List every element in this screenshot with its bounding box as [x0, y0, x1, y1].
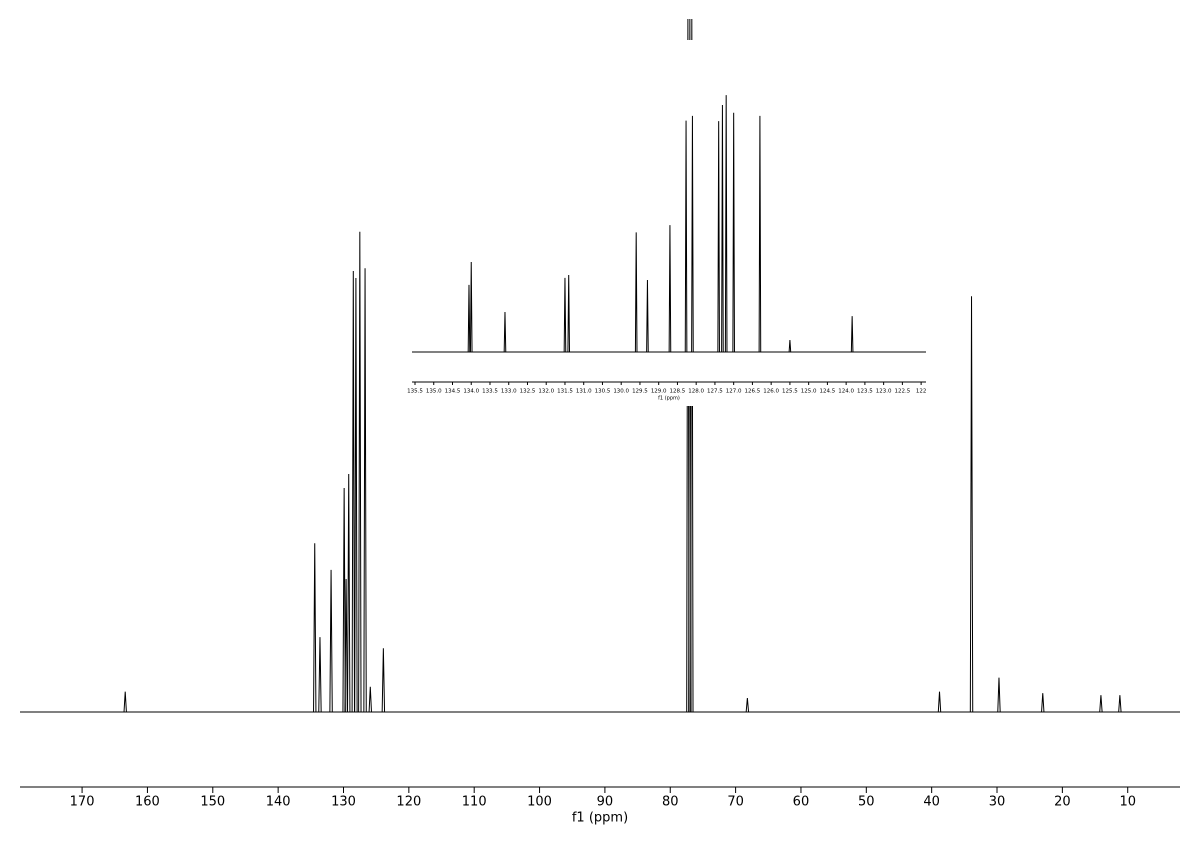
x-tick-label: 131.5 [557, 389, 573, 395]
x-tick-label: 20 [1054, 795, 1071, 810]
x-tick-label: 70 [727, 795, 744, 810]
x-tick-label: 40 [923, 795, 940, 810]
peak [668, 225, 672, 353]
peak [1099, 695, 1103, 713]
peak [347, 473, 351, 713]
peak [381, 648, 386, 713]
peak [1041, 693, 1045, 713]
x-tick-label: 170 [70, 795, 95, 810]
x-tick-label: 125.0 [801, 389, 817, 395]
peak [788, 340, 792, 353]
peak [342, 487, 346, 713]
x-tick-label: 160 [135, 795, 160, 810]
peak [850, 316, 854, 353]
x-tick-label: 60 [793, 795, 810, 810]
x-tick-label: 135.0 [426, 389, 442, 395]
peak [358, 231, 362, 713]
x-tick-label: 127.0 [726, 389, 742, 395]
x-tick-label: 122.5 [895, 389, 911, 395]
x-tick-label: 123.0 [876, 389, 892, 395]
peak [732, 112, 735, 353]
peak [969, 296, 974, 713]
x-tick-label: 128.5 [670, 389, 686, 395]
peak [646, 279, 649, 353]
peak [467, 284, 471, 353]
peak [344, 578, 348, 713]
x-axis-label: f1 (ppm) [572, 811, 628, 826]
peak [745, 697, 750, 713]
x-tick-label: 50 [858, 795, 875, 810]
peak [997, 677, 1001, 713]
x-tick-label: 129.5 [632, 389, 648, 395]
peak [123, 691, 127, 713]
peak [758, 115, 762, 353]
x-tick-label: 126.0 [763, 389, 779, 395]
inset: 135.5 135.0 134.5 134.0 133.5 133.0 132.5 132.0… [405, 40, 933, 406]
peak [368, 686, 372, 713]
peak [469, 262, 473, 353]
x-tick-label: 123.5 [857, 389, 873, 395]
x-tick-label: 80 [662, 795, 679, 810]
x-tick-label: 130.0 [613, 389, 629, 395]
peak [721, 104, 724, 353]
peak [691, 115, 694, 353]
x-tick-label: 126.5 [745, 389, 761, 395]
x-tick-label: 110 [462, 795, 487, 810]
peak [503, 311, 507, 353]
x-tick-label: 129.0 [651, 389, 667, 395]
x-tick-label: 140 [266, 795, 291, 810]
x-tick-label: 133.5 [482, 389, 498, 395]
x-tick-label: 133.0 [501, 389, 517, 395]
x-tick-label: 132.5 [520, 389, 536, 395]
peak [634, 232, 638, 353]
x-tick-label: 124.0 [838, 389, 854, 395]
main-plot: 170 160 150 140 130 120 110 100 90 80 70 60 50 40 30 20… [20, 18, 1180, 826]
x-axis-label: f1 (ppm) [658, 396, 680, 402]
peak [363, 268, 367, 713]
x-tick-label: 125.5 [782, 389, 798, 395]
peak [563, 277, 567, 353]
peak [567, 275, 571, 353]
x-tick-label: 132.0 [538, 389, 554, 395]
x-tick-label: 131.0 [576, 389, 592, 395]
x-tick-label: 90 [597, 795, 614, 810]
peak [684, 120, 688, 353]
x-tick-label: 134.0 [463, 389, 479, 395]
x-tick-label: 100 [527, 795, 552, 810]
peak [313, 543, 317, 713]
peak [351, 270, 355, 713]
peak [354, 277, 358, 713]
peak [329, 569, 333, 713]
x-tick-label: 124.5 [820, 389, 836, 395]
x-tick-label: 127.5 [707, 389, 723, 395]
peak [717, 121, 720, 353]
peak [937, 691, 942, 713]
x-tick-label: 10 [1119, 795, 1136, 810]
x-tick-label: 30 [989, 795, 1006, 810]
x-tick-label: 150 [200, 795, 225, 810]
peak [318, 637, 322, 713]
x-tick-label: 128.0 [688, 389, 704, 395]
peak [724, 95, 728, 353]
x-tick-label: 120 [396, 795, 421, 810]
x-tick-label: 130 [331, 795, 356, 810]
peak [690, 18, 694, 713]
x-tick-label: 134.5 [445, 389, 461, 395]
x-tick-label: 122 [916, 389, 927, 395]
peak [1118, 695, 1122, 713]
x-tick-label: 130.5 [595, 389, 611, 395]
x-tick-label: 135.5 [407, 389, 423, 395]
